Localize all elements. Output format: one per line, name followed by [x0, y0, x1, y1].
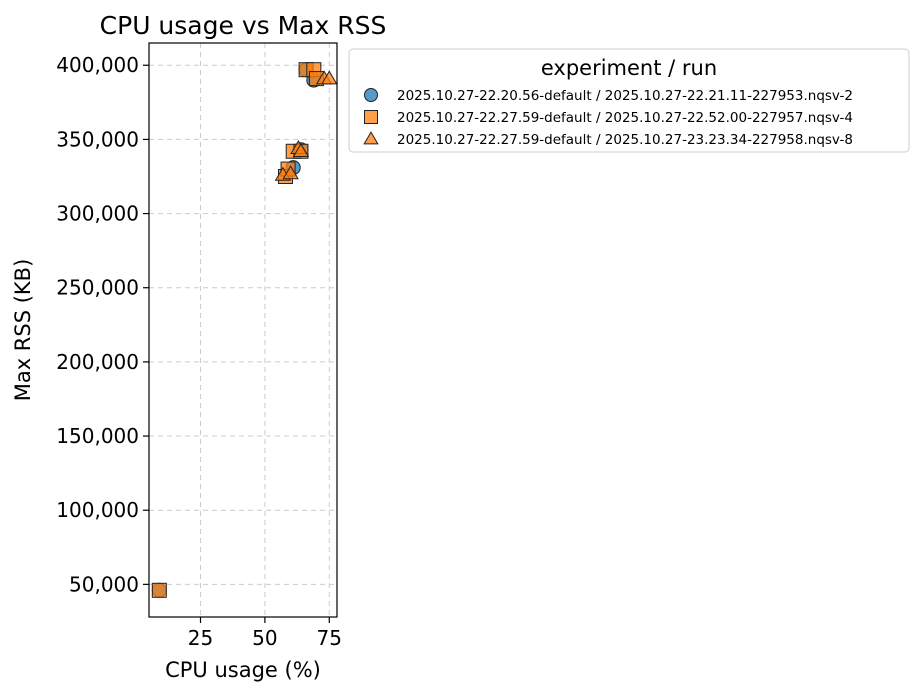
x-tick-label: 25: [188, 626, 213, 650]
x-axis-label: CPU usage (%): [165, 658, 321, 682]
x-tick-label: 75: [317, 626, 342, 650]
plot-frame: [148, 42, 338, 618]
legend-marker-square: [364, 110, 378, 124]
legend-label: 2025.10.27-22.27.59-default / 2025.10.27…: [397, 110, 853, 126]
y-tick-label: 150,000: [56, 424, 139, 448]
data-point-triangle: [282, 165, 299, 180]
legend-frame: [348, 48, 910, 153]
legend-marker-triangle: [363, 131, 379, 145]
y-tick-label: 50,000: [69, 572, 139, 596]
legend-entry: 2025.10.27-22.20.56-default / 2025.10.27…: [364, 88, 853, 104]
data-point-triangle: [292, 142, 310, 158]
y-tick-label: 350,000: [56, 127, 139, 151]
y-tick-label: 100,000: [56, 498, 139, 522]
legend-entry: 2025.10.27-22.27.59-default / 2025.10.27…: [364, 110, 853, 126]
legend: experiment / run 2025.10.27-22.20.56-def…: [348, 48, 910, 153]
data-point-triangle: [321, 70, 338, 85]
grid: [149, 43, 337, 617]
y-tick-label: 400,000: [56, 53, 139, 77]
legend-entries: 2025.10.27-22.20.56-default / 2025.10.27…: [363, 88, 853, 148]
legend-entry: 2025.10.27-22.27.59-default / 2025.10.27…: [363, 131, 853, 148]
series-3: [274, 70, 338, 181]
y-tick-label: 200,000: [56, 350, 139, 374]
y-axis-ticks: 50,000 100,000 150,000 200,000 250,000 300,00…: [56, 53, 149, 596]
legend-label: 2025.10.27-22.27.59-default / 2025.10.27…: [397, 132, 853, 148]
series-1: [151, 62, 322, 598]
legend-title: experiment / run: [541, 56, 717, 80]
chart-title: CPU usage vs Max RSS: [100, 11, 387, 40]
data-points: [151, 62, 338, 598]
legend-label: 2025.10.27-22.20.56-default / 2025.10.27…: [397, 88, 853, 104]
data-point-square: [151, 582, 167, 598]
y-tick-label: 300,000: [56, 202, 139, 226]
legend-marker-circle: [364, 88, 378, 102]
x-axis-ticks: 25 50 75: [188, 617, 342, 650]
x-tick-label: 50: [252, 626, 277, 650]
y-tick-label: 250,000: [56, 276, 139, 300]
y-axis-label: Max RSS (KB): [11, 259, 35, 402]
